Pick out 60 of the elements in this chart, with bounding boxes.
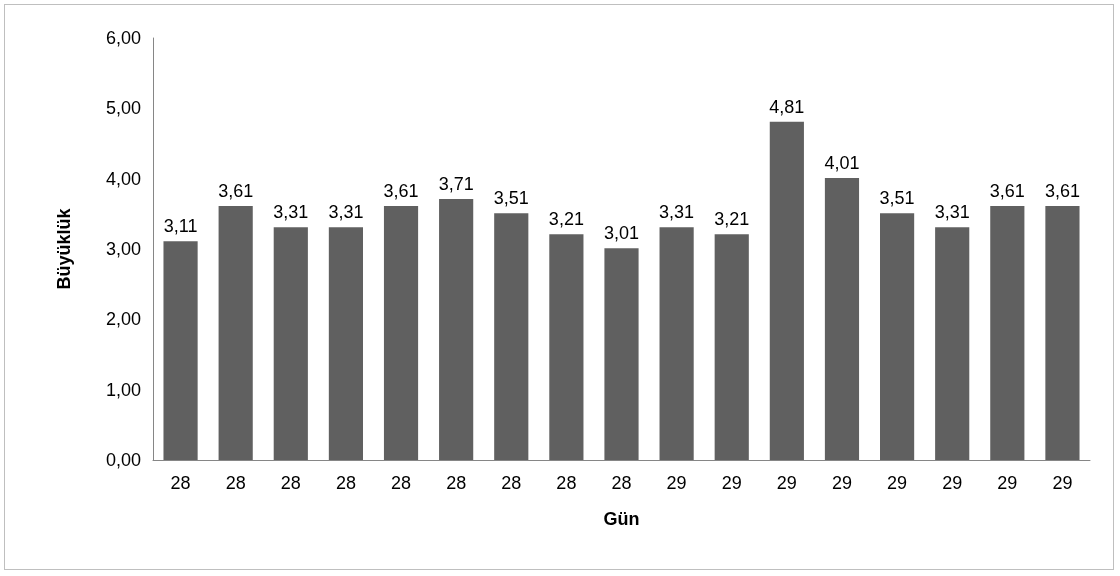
data-label: 3,11	[163, 216, 198, 237]
x-tick-label: 28	[280, 473, 301, 493]
y-tick-label: 6,00	[105, 28, 141, 48]
x-tick-label: 29	[776, 473, 797, 493]
x-tick-label: 29	[997, 473, 1018, 493]
x-tick-label: 29	[666, 473, 687, 493]
data-label: 3,61	[989, 181, 1025, 202]
bar	[549, 234, 584, 460]
x-tick-label: 28	[170, 473, 191, 493]
y-tick-label: 2,00	[105, 309, 141, 330]
x-tick-label: 29	[887, 473, 908, 493]
x-axis-title: Gün	[603, 509, 640, 529]
bar	[273, 227, 308, 460]
x-tick-label: 28	[446, 473, 467, 493]
y-tick-label: 0,00	[105, 450, 141, 470]
x-tick-label: 29	[721, 473, 742, 493]
bar	[824, 177, 860, 460]
data-label: 3,31	[659, 202, 695, 223]
data-label: 3,21	[548, 209, 584, 230]
data-label: 3,51	[493, 188, 529, 209]
data-label: 3,51	[879, 188, 915, 209]
data-label: 3,61	[1044, 181, 1080, 202]
data-label: 4,81	[769, 96, 805, 117]
y-axis-title: Büyüklük	[54, 207, 74, 290]
data-label: 4,01	[824, 152, 860, 173]
data-label: 3,21	[714, 209, 750, 230]
y-tick-label: 5,00	[105, 98, 141, 119]
data-label: 3,31	[328, 202, 364, 223]
y-tick-label: 3,00	[105, 239, 141, 259]
x-tick-label: 28	[611, 473, 632, 493]
bar	[328, 227, 363, 460]
data-label: 3,31	[273, 202, 309, 223]
bar	[163, 241, 198, 460]
data-label: 3,61	[218, 181, 254, 202]
x-tick-label: 29	[1052, 473, 1073, 493]
bar	[383, 206, 419, 460]
data-label: 3,61	[383, 181, 419, 202]
bar	[1045, 206, 1080, 460]
bar	[439, 199, 474, 460]
data-label: 3,71	[438, 174, 474, 195]
bar	[880, 213, 915, 460]
y-tick-label: 1,00	[105, 379, 141, 400]
data-label: 3,01	[603, 223, 640, 244]
y-tick-label: 4,00	[105, 168, 141, 189]
x-tick-label: 28	[225, 473, 246, 493]
bar	[659, 227, 694, 460]
x-tick-label: 28	[501, 473, 522, 493]
bar	[990, 206, 1025, 460]
x-tick-label: 28	[335, 473, 356, 493]
bar	[769, 121, 804, 460]
bar	[935, 227, 970, 460]
x-tick-label: 29	[831, 473, 852, 493]
bar	[714, 234, 749, 460]
x-tick-label: 28	[556, 473, 577, 493]
x-tick-label: 29	[942, 473, 963, 493]
x-tick-label: 28	[391, 473, 412, 493]
data-label: 3,31	[934, 202, 970, 223]
bar	[604, 248, 639, 460]
bar	[494, 213, 529, 460]
bar	[218, 206, 253, 460]
